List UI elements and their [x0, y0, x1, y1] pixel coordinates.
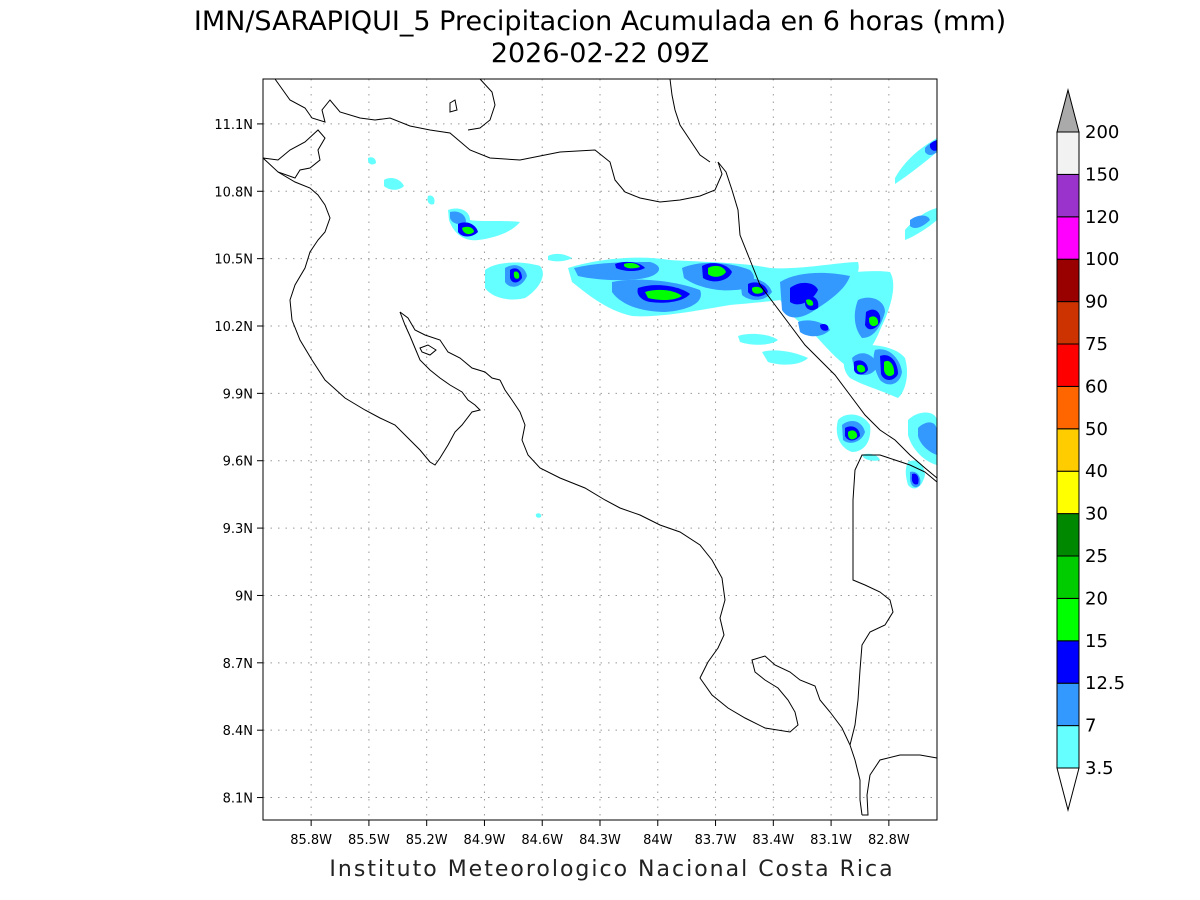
colorbar: 3.5 7 12.5 15 20 25 30 40 50 60 75 90 100 120 150 200: [1056, 88, 1125, 812]
map-subtitle: 2026-02-22 09Z: [491, 38, 709, 69]
colorbar-swatch: [1056, 725, 1080, 769]
x-tick-label: 82.8W: [868, 833, 910, 848]
y-tick-label: 10.8N: [214, 185, 253, 200]
axis-ticks: 85.8W 85.5W 85.2W 84.9W 84.6W 84.3W 84W 83.7W 83…: [214, 118, 910, 848]
y-tick-label: 9.3N: [223, 522, 253, 537]
colorbar-label: 3.5: [1085, 758, 1114, 779]
map-panel: 85.8W 85.5W 85.2W 84.9W 84.6W 84.3W 84W 83.7W 83…: [214, 78, 938, 848]
colorbar-label: 100: [1085, 249, 1119, 270]
colorbar-swatch: [1056, 131, 1080, 175]
map-title: IMN/SARAPIQUI_5 Precipitacion Acumulada …: [194, 6, 1006, 37]
y-tick-label: 8.1N: [223, 792, 253, 807]
y-tick-label: 8.7N: [223, 657, 253, 672]
colorbar-label: 15: [1085, 631, 1108, 652]
colorbar-swatch: [1056, 428, 1080, 472]
colorbar-label: 7: [1085, 716, 1096, 737]
colorbar-swatch: [1056, 258, 1080, 303]
colorbar-label: 25: [1085, 546, 1108, 567]
colorbar-label: 75: [1085, 334, 1108, 355]
colorbar-label: 50: [1085, 419, 1108, 440]
x-tick-label: 83.4W: [752, 833, 794, 848]
colorbar-swatch: [1056, 343, 1080, 387]
x-tick-label: 85.5W: [348, 833, 390, 848]
x-tick-label: 85.2W: [406, 833, 448, 848]
y-tick-label: 10.5N: [214, 253, 253, 268]
colorbar-swatch: [1056, 640, 1080, 684]
colorbar-label: 90: [1085, 292, 1108, 313]
x-tick-label: 83.1W: [810, 833, 852, 848]
x-tick-label: 84.9W: [464, 833, 506, 848]
coastlines: [262, 78, 938, 816]
colorbar-label: 40: [1085, 461, 1108, 482]
precipitation-field: [368, 138, 937, 518]
x-tick-label: 84.3W: [579, 833, 621, 848]
map-background: [263, 79, 937, 820]
y-tick-label: 9N: [235, 589, 253, 604]
x-tick-label: 84W: [643, 833, 673, 848]
colorbar-swatch: [1056, 301, 1080, 345]
colorbar-label: 60: [1085, 376, 1108, 397]
x-tick-label: 85.8W: [290, 833, 332, 848]
colorbar-label: 12.5: [1085, 673, 1125, 694]
y-tick-label: 10.2N: [214, 320, 253, 335]
y-tick-label: 9.9N: [223, 387, 253, 402]
colorbar-label: 120: [1085, 207, 1119, 228]
colorbar-swatch: [1056, 173, 1080, 218]
colorbar-bottom-arrow: [1056, 767, 1080, 812]
y-tick-label: 8.4N: [223, 724, 253, 739]
institution-footer: Instituto Meteorologico Nacional Costa R…: [329, 857, 894, 882]
colorbar-label: 150: [1085, 164, 1119, 185]
colorbar-swatch: [1056, 597, 1080, 642]
colorbar-swatch: [1056, 470, 1080, 515]
colorbar-swatch: [1056, 555, 1080, 599]
x-tick-label: 83.7W: [695, 833, 737, 848]
colorbar-swatch: [1056, 513, 1080, 557]
colorbar-swatch: [1056, 216, 1080, 260]
colorbar-swatch: [1056, 385, 1080, 430]
colorbar-label: 30: [1085, 504, 1108, 525]
colorbar-label: 20: [1085, 588, 1108, 609]
y-tick-label: 9.6N: [223, 455, 253, 470]
colorbar-label: 200: [1085, 122, 1119, 143]
y-tick-label: 11.1N: [214, 118, 253, 133]
x-tick-label: 84.6W: [521, 833, 563, 848]
colorbar-swatch: [1056, 682, 1080, 727]
colorbar-top-arrow: [1056, 88, 1080, 133]
